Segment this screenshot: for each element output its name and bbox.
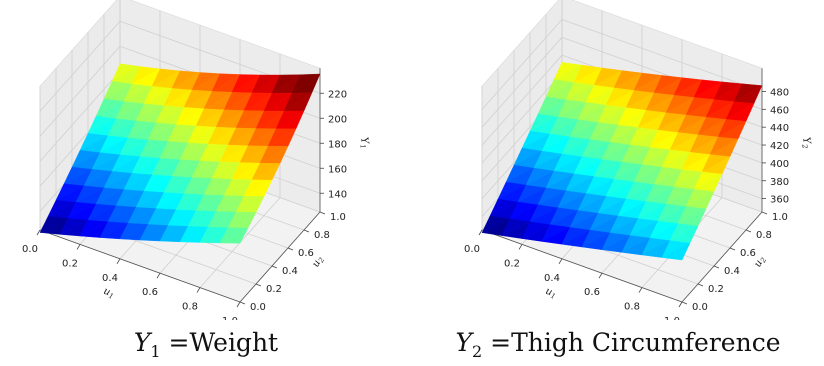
grid-line-z bbox=[481, 37, 563, 128]
x-tick-label: 0.2 bbox=[504, 258, 520, 269]
y-axis-label: u2 bbox=[310, 254, 326, 270]
x-tick-label: 0.2 bbox=[62, 258, 78, 269]
grid-line-z bbox=[481, 54, 563, 146]
x-tick-mark bbox=[598, 272, 603, 279]
x-tick-mark bbox=[156, 272, 161, 279]
surface-facet bbox=[661, 242, 691, 261]
y-tick-label: 0.0 bbox=[692, 302, 708, 313]
grid-line-z bbox=[481, 72, 563, 164]
y-tick-label: 0.2 bbox=[708, 284, 724, 295]
y-tick-mark bbox=[761, 211, 768, 215]
y-tick-label: 0.2 bbox=[266, 284, 282, 295]
z-tick-label: 380 bbox=[770, 177, 789, 188]
caption-variable: Y bbox=[455, 328, 473, 357]
surface-plot-thigh-circumference: 0.00.20.40.60.81.0u10.00.20.40.60.81.0u2… bbox=[464, 0, 813, 320]
z-axis-label: Y1 bbox=[357, 136, 371, 149]
caption-text: =Weight bbox=[160, 328, 279, 357]
x-axis-line bbox=[481, 229, 683, 303]
x-tick-label: 1.0 bbox=[222, 316, 238, 320]
x-tick-mark bbox=[236, 301, 241, 308]
left-surface-panel: 0.00.20.40.60.81.0u10.00.20.40.60.81.0u2… bbox=[0, 0, 412, 361]
caption-thigh: Y2 =Thigh Circumference bbox=[412, 328, 824, 361]
z-tick-label: 220 bbox=[328, 89, 347, 100]
x-tick-label: 0.6 bbox=[142, 287, 158, 298]
y-tick-label: 0.8 bbox=[756, 230, 772, 241]
grid-line-z bbox=[481, 19, 563, 110]
x-tick-mark bbox=[518, 244, 523, 250]
z-tick-label: 140 bbox=[328, 189, 347, 200]
grid-line-z bbox=[39, 45, 121, 137]
y-tick-mark bbox=[319, 211, 326, 215]
y-tick-label: 0.6 bbox=[298, 248, 314, 259]
z-tick-label: 480 bbox=[770, 87, 789, 98]
y-axis-line bbox=[239, 211, 321, 303]
grid-line-z bbox=[39, 70, 121, 162]
x-tick-mark bbox=[116, 258, 121, 265]
x-tick-label: 1.0 bbox=[664, 316, 680, 320]
x-tick-mark bbox=[558, 258, 563, 265]
z-tick-label: 360 bbox=[770, 195, 789, 206]
grid-line-z bbox=[39, 20, 121, 112]
z-tick-label: 200 bbox=[328, 114, 347, 125]
caption-text: =Thigh Circumference bbox=[482, 328, 781, 357]
z-tick-label: 400 bbox=[770, 159, 789, 170]
y-tick-label: 0.6 bbox=[740, 248, 756, 259]
y-tick-mark bbox=[745, 229, 752, 233]
y-tick-mark bbox=[713, 265, 720, 269]
z-tick-label: 420 bbox=[770, 141, 789, 152]
right-surface-panel: 0.00.20.40.60.81.0u10.00.20.40.60.81.0u2… bbox=[412, 0, 824, 366]
y-tick-mark bbox=[271, 265, 278, 269]
y-axis-line bbox=[681, 211, 763, 303]
axis-ticks: 0.00.20.40.60.81.0u10.00.20.40.60.81.0u2… bbox=[22, 89, 371, 320]
surface-facet bbox=[219, 227, 249, 244]
x-tick-mark bbox=[76, 244, 81, 250]
axis-ticks: 0.00.20.40.60.81.0u10.00.20.40.60.81.0u2… bbox=[464, 87, 813, 320]
y-tick-mark bbox=[681, 301, 688, 305]
y-tick-label: 0.0 bbox=[250, 302, 266, 313]
y-tick-label: 1.0 bbox=[772, 212, 788, 223]
x-tick-label: 0.4 bbox=[544, 273, 560, 284]
x-tick-mark bbox=[36, 229, 41, 236]
y-axis-label: u2 bbox=[752, 254, 768, 270]
x-tick-label: 0.0 bbox=[22, 244, 38, 255]
surface-mesh bbox=[39, 63, 321, 244]
x-tick-label: 0.0 bbox=[464, 244, 480, 255]
z-axis-label: Y2 bbox=[799, 136, 813, 150]
x-tick-mark bbox=[196, 287, 201, 293]
x-axis-line bbox=[39, 229, 241, 303]
y-tick-mark bbox=[255, 283, 262, 287]
z-tick-label: 180 bbox=[328, 139, 347, 150]
x-tick-label: 0.4 bbox=[102, 273, 118, 284]
x-axis-label: u1 bbox=[101, 286, 116, 301]
grid-line-z bbox=[561, 19, 763, 92]
z-tick-label: 160 bbox=[328, 164, 347, 175]
y-tick-mark bbox=[729, 247, 736, 251]
z-tick-label: 460 bbox=[770, 105, 789, 116]
y-tick-label: 0.8 bbox=[314, 230, 330, 241]
x-tick-label: 0.8 bbox=[624, 302, 640, 313]
caption-subscript: 1 bbox=[150, 342, 161, 361]
x-tick-mark bbox=[478, 229, 483, 236]
z-tick-label: 440 bbox=[770, 123, 789, 134]
y-tick-mark bbox=[697, 283, 704, 287]
x-tick-label: 0.8 bbox=[182, 302, 198, 313]
x-tick-label: 0.6 bbox=[584, 287, 600, 298]
surface-mesh bbox=[481, 62, 763, 261]
y-tick-mark bbox=[287, 247, 294, 251]
caption-weight: Y1 =Weight bbox=[0, 328, 412, 361]
y-tick-label: 0.4 bbox=[724, 266, 740, 277]
y-tick-mark bbox=[303, 229, 310, 233]
y-tick-mark bbox=[239, 301, 246, 305]
x-tick-mark bbox=[678, 301, 683, 308]
x-tick-mark bbox=[638, 287, 643, 293]
surface-plot-weight: 0.00.20.40.60.81.0u10.00.20.40.60.81.0u2… bbox=[22, 0, 371, 320]
x-axis-label: u1 bbox=[543, 286, 558, 301]
caption-variable: Y bbox=[133, 328, 151, 357]
y-tick-label: 1.0 bbox=[330, 212, 346, 223]
y-tick-label: 0.4 bbox=[282, 266, 298, 277]
caption-subscript: 2 bbox=[472, 342, 483, 361]
